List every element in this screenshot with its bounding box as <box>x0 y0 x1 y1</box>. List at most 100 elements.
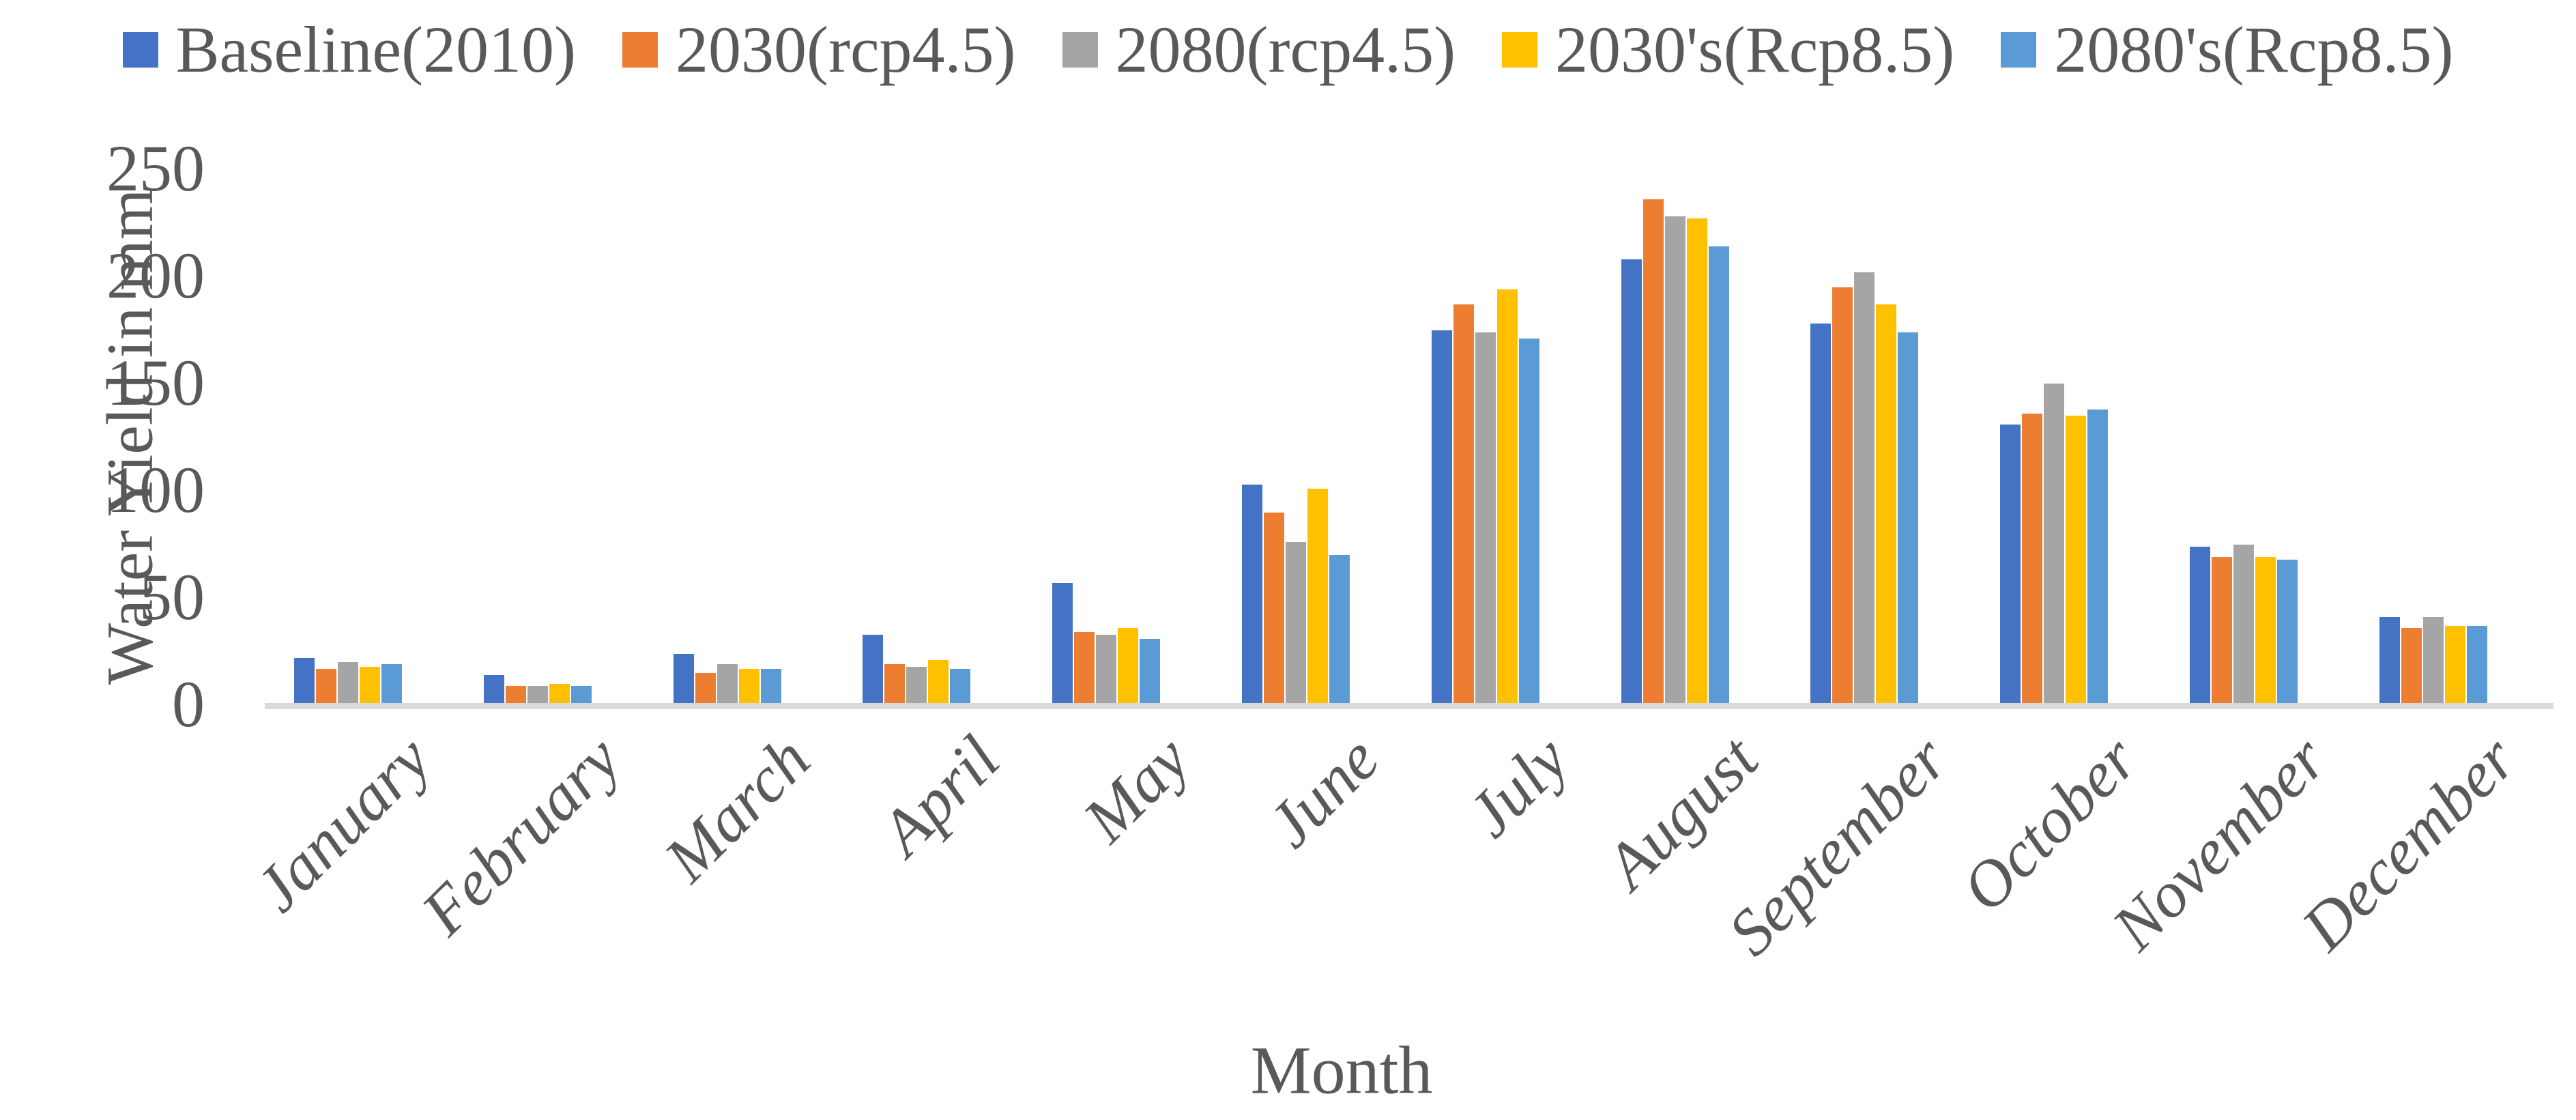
bar-2030's(Rcp8.5)-march <box>738 669 759 703</box>
bar-2080(rcp4.5)-september <box>1854 272 1875 703</box>
bar-Baseline(2010)-november <box>2190 547 2210 703</box>
bar-2080(rcp4.5)-july <box>1475 332 1496 703</box>
bar-2030's(Rcp8.5)-june <box>1307 489 1328 703</box>
bar-2030's(Rcp8.5)-august <box>1686 218 1707 703</box>
bar-group-april <box>863 635 971 703</box>
bar-group-july <box>1431 289 1539 703</box>
bar-Baseline(2010)-december <box>2379 617 2400 703</box>
legend-swatch <box>122 32 158 68</box>
y-tick-label: 150 <box>106 346 205 419</box>
bar-group-august <box>1621 199 1729 703</box>
bar-2030's(Rcp8.5)-december <box>2444 626 2465 703</box>
legend-item: 2080(rcp4.5) <box>1062 17 1456 83</box>
bar-group-october <box>2000 384 2109 703</box>
legend-item: 2030's(Rcp8.5) <box>1502 17 1954 83</box>
bar-2080(rcp4.5)-january <box>338 662 358 703</box>
legend-swatch <box>622 32 658 68</box>
x-axis-title: Month <box>1250 1032 1433 1108</box>
legend-item: 2030(rcp4.5) <box>622 17 1016 83</box>
bar-2080's(Rcp8.5)-april <box>950 669 971 703</box>
bar-2030's(Rcp8.5)-november <box>2255 557 2276 703</box>
bar-group-november <box>2190 545 2298 703</box>
bar-2030(rcp4.5)-november <box>2212 557 2232 703</box>
bar-2030's(Rcp8.5)-september <box>1876 304 1897 703</box>
bar-group-march <box>673 654 781 703</box>
bar-2030(rcp4.5)-july <box>1453 304 1474 703</box>
bar-2030's(Rcp8.5)-october <box>2066 416 2087 703</box>
bar-Baseline(2010)-june <box>1242 485 1262 703</box>
bar-2030(rcp4.5)-january <box>316 669 336 703</box>
y-tick-label: 50 <box>139 560 205 633</box>
bar-2030(rcp4.5)-february <box>505 686 526 703</box>
x-category-label: April <box>866 721 1013 869</box>
bar-2080's(Rcp8.5)-july <box>1518 339 1539 703</box>
legend-label: 2080's(Rcp8.5) <box>2054 13 2454 86</box>
bar-2080(rcp4.5)-march <box>717 664 738 703</box>
bar-2080(rcp4.5)-november <box>2233 545 2254 703</box>
bar-Baseline(2010)-february <box>483 675 504 703</box>
bar-2030(rcp4.5)-may <box>1074 632 1095 703</box>
x-category-label: May <box>1069 721 1203 857</box>
bar-Baseline(2010)-august <box>1621 259 1642 703</box>
bar-Baseline(2010)-july <box>1431 330 1452 703</box>
bar-2080's(Rcp8.5)-august <box>1708 246 1729 703</box>
bar-2080(rcp4.5)-may <box>1096 635 1117 703</box>
bar-2080's(Rcp8.5)-june <box>1329 555 1350 703</box>
bar-2030(rcp4.5)-october <box>2022 414 2043 703</box>
bar-2030(rcp4.5)-march <box>695 673 716 703</box>
bar-2080(rcp4.5)-february <box>527 686 548 703</box>
bar-group-december <box>2379 617 2487 703</box>
x-category-label: June <box>1253 721 1393 861</box>
bar-2080's(Rcp8.5)-may <box>1140 639 1161 703</box>
legend-label: 2080(rcp4.5) <box>1115 13 1456 86</box>
bar-2030(rcp4.5)-december <box>2401 628 2422 703</box>
y-tick-label: 100 <box>106 453 205 526</box>
x-category-label: February <box>407 721 635 949</box>
bar-Baseline(2010)-october <box>2000 425 2021 703</box>
bar-Baseline(2010)-march <box>673 654 694 703</box>
legend-swatch <box>2001 32 2037 68</box>
x-category-label: August <box>1591 721 1772 902</box>
bar-group-june <box>1242 485 1350 703</box>
bar-2030(rcp4.5)-june <box>1264 513 1284 703</box>
bar-2080's(Rcp8.5)-january <box>381 664 402 703</box>
bar-group-february <box>483 675 592 703</box>
plot-area <box>266 0 2552 703</box>
bar-2080(rcp4.5)-april <box>906 667 927 703</box>
bar-Baseline(2010)-september <box>1810 324 1832 703</box>
bar-2030(rcp4.5)-september <box>1832 287 1853 703</box>
bar-2080's(Rcp8.5)-november <box>2277 560 2298 703</box>
bar-2030(rcp4.5)-august <box>1642 199 1664 703</box>
legend-label: 2030's(Rcp8.5) <box>1555 13 1955 86</box>
bar-2030's(Rcp8.5)-february <box>549 684 570 703</box>
x-category-label: July <box>1453 721 1582 851</box>
bar-2030's(Rcp8.5)-january <box>360 667 380 703</box>
legend-label: Baseline(2010) <box>175 13 577 86</box>
y-tick-label: 0 <box>172 667 205 741</box>
x-axis-line <box>265 703 2553 709</box>
bar-2080's(Rcp8.5)-december <box>2466 626 2487 703</box>
bar-group-september <box>1810 272 1919 703</box>
legend-item: 2080's(Rcp8.5) <box>2001 13 2454 86</box>
bar-2030's(Rcp8.5)-july <box>1496 289 1518 703</box>
bar-2080(rcp4.5)-december <box>2422 617 2444 703</box>
bar-2080's(Rcp8.5)-february <box>570 686 592 703</box>
legend-label: 2030(rcp4.5) <box>676 13 1016 86</box>
bar-Baseline(2010)-april <box>863 635 884 703</box>
bar-2030's(Rcp8.5)-may <box>1118 628 1139 703</box>
bar-2030(rcp4.5)-april <box>884 664 906 703</box>
bar-2080(rcp4.5)-june <box>1286 542 1306 703</box>
bar-2080(rcp4.5)-october <box>2044 384 2065 703</box>
bar-2080's(Rcp8.5)-march <box>760 669 781 703</box>
bar-Baseline(2010)-may <box>1052 583 1073 703</box>
legend-swatch <box>1502 32 1538 68</box>
x-category-label: March <box>650 721 824 895</box>
bar-2030's(Rcp8.5)-april <box>928 660 949 703</box>
bar-2080's(Rcp8.5)-september <box>1898 332 1919 703</box>
bar-2080's(Rcp8.5)-october <box>2087 410 2109 703</box>
legend-swatch <box>1062 32 1098 68</box>
chart-legend: Baseline(2010) 2030(rcp4.5) 2080(rcp4.5) 20… <box>0 12 2576 87</box>
bar-2080(rcp4.5)-august <box>1664 216 1685 703</box>
y-tick-label: 200 <box>106 239 205 312</box>
y-tick-label: 250 <box>106 132 205 205</box>
